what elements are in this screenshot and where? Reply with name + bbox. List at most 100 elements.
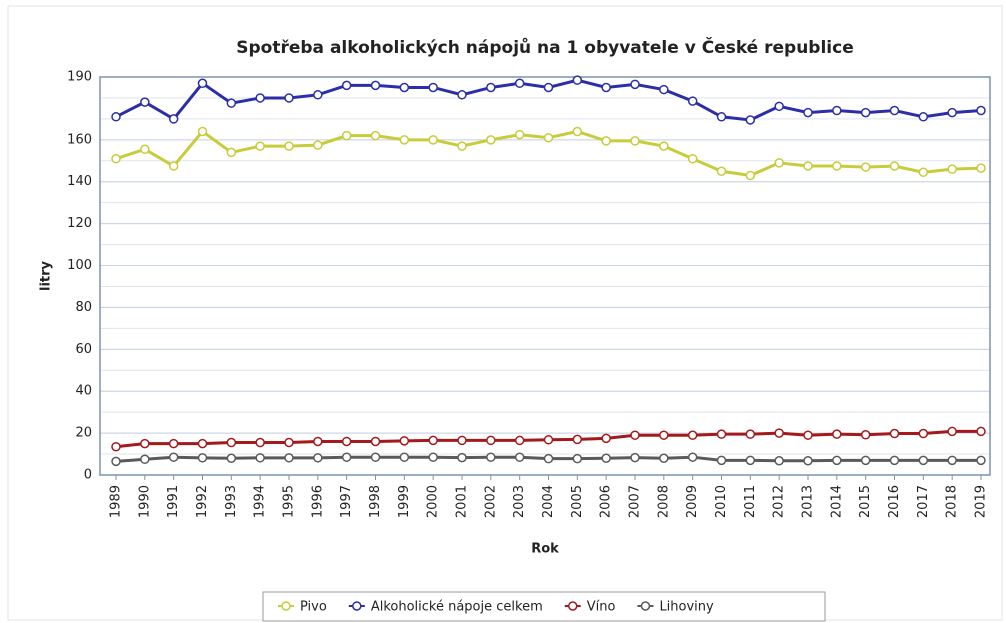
data-point [168, 114, 179, 124]
data-point [630, 136, 640, 146]
data-point [745, 429, 756, 439]
data-point [716, 429, 727, 439]
data-point [226, 437, 237, 448]
y-tick-label: 0 [84, 468, 92, 483]
data-point [889, 455, 900, 466]
x-tick-label: 2012 [772, 485, 787, 518]
x-tick-label: 1995 [282, 485, 297, 518]
data-point [226, 98, 237, 108]
data-point [111, 112, 121, 122]
data-point [976, 163, 986, 173]
data-point [860, 430, 871, 440]
data-point [976, 426, 986, 437]
data-point [140, 97, 150, 107]
data-point [630, 452, 640, 463]
y-tick-label: 20 [75, 426, 92, 441]
data-point [428, 435, 438, 446]
data-point [774, 428, 784, 438]
data-point [860, 162, 871, 172]
plot-border [99, 76, 991, 476]
y-tick-label: 80 [75, 300, 92, 315]
x-tick-label: 2002 [483, 485, 498, 518]
data-point [197, 453, 208, 463]
legend-marker [567, 601, 578, 611]
data-point [457, 90, 467, 100]
y-tick-label: 140 [67, 174, 92, 189]
data-point [774, 101, 784, 112]
data-point [255, 437, 265, 448]
data-point [313, 140, 323, 150]
data-point [803, 107, 813, 118]
data-point [889, 161, 900, 171]
data-point [111, 456, 121, 467]
data-point [341, 130, 352, 141]
data-point [918, 167, 929, 178]
data-point [947, 107, 957, 118]
y-tick-label: 120 [67, 216, 92, 231]
data-point [745, 115, 756, 125]
data-point [428, 452, 438, 462]
x-tick-label: 2000 [426, 485, 441, 518]
data-point [630, 79, 640, 90]
data-point [197, 438, 208, 449]
data-point [803, 430, 813, 440]
data-point [370, 452, 381, 462]
data-point [486, 135, 496, 145]
data-point [399, 135, 410, 145]
data-point [168, 438, 179, 449]
legend-marker [281, 601, 291, 611]
data-point [255, 453, 265, 463]
data-point [572, 453, 583, 464]
x-tick-label: 1998 [368, 485, 383, 518]
data-point [687, 430, 698, 440]
x-tick-label: 2010 [714, 485, 729, 518]
data-point [111, 441, 121, 452]
x-tick-label: 1989 [109, 485, 124, 518]
data-point [514, 129, 525, 140]
data-point [341, 436, 352, 447]
data-point [428, 135, 438, 145]
x-tick-label: 1990 [137, 485, 152, 518]
data-point [572, 126, 583, 137]
data-point [687, 96, 698, 106]
data-point [284, 453, 294, 463]
data-point [601, 453, 611, 463]
data-point [976, 105, 986, 116]
x-tick-label: 2007 [628, 485, 643, 518]
data-point [947, 164, 957, 174]
data-point [543, 435, 554, 445]
data-point [428, 82, 438, 93]
data-point [745, 455, 756, 466]
data-point [140, 454, 150, 465]
x-tick-label: 2016 [887, 485, 902, 518]
data-point [313, 90, 323, 100]
data-point [514, 78, 525, 89]
x-tick-label: 1992 [195, 485, 210, 518]
data-point [832, 429, 842, 439]
data-point [226, 147, 237, 158]
data-point [255, 141, 265, 151]
data-point [832, 105, 842, 116]
data-point [197, 78, 208, 89]
y-tick-label: 100 [67, 258, 92, 273]
data-point [399, 436, 410, 446]
data-point [803, 456, 813, 466]
chart-title: Spotřeba alkoholických nápojů na 1 obyva… [236, 36, 853, 58]
data-point [514, 435, 525, 446]
data-point [601, 433, 611, 444]
x-tick-label: 2009 [685, 485, 700, 518]
data-point [832, 455, 842, 466]
x-tick-label: 2017 [916, 485, 931, 518]
data-point [370, 130, 381, 141]
x-tick-label: 1999 [397, 485, 412, 518]
y-tick-label: 40 [75, 384, 92, 399]
legend-label: Víno [587, 600, 616, 615]
x-tick-label: 1993 [224, 485, 239, 518]
x-tick-label: 2014 [829, 485, 844, 518]
x-tick-label: 2008 [656, 485, 671, 518]
data-point [514, 452, 525, 462]
y-tick-label: 160 [67, 132, 92, 147]
x-tick-label: 2006 [599, 485, 614, 518]
data-point [860, 107, 871, 118]
